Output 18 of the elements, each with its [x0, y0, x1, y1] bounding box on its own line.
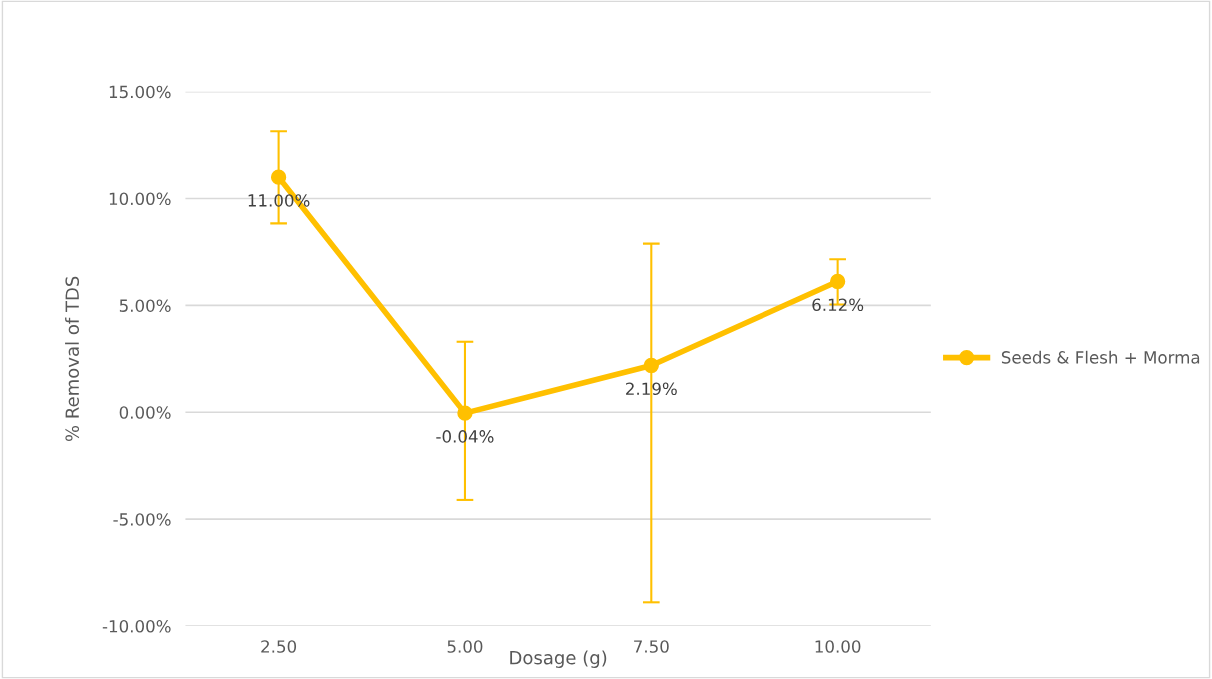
x-axis-title: Dosage (g) — [510, 650, 607, 668]
point — [457, 405, 473, 421]
point — [270, 169, 287, 185]
x-tick-label: 7.50 — [634, 640, 669, 653]
point — [643, 357, 659, 374]
x-tick-label: 2.50 — [261, 640, 297, 653]
y-tick-label: 15.00% — [109, 85, 171, 99]
point — [830, 273, 846, 290]
legend-label: Seeds & Flesh + Morma — [1001, 350, 1200, 364]
x-tick-label: 10.00 — [815, 640, 861, 653]
y-tick-label: 10.00% — [109, 192, 171, 206]
y-tick-label: 0.00% — [119, 406, 171, 419]
y-tick-label: -10.00% — [102, 620, 171, 633]
y-tick-label: -5.00% — [113, 513, 171, 526]
data-label: 6.12% — [812, 298, 864, 312]
x-tick-label: 5.00 — [447, 640, 483, 653]
y-axis-title: % Removal of TDS — [65, 276, 80, 442]
y-tick-label: 5.00% — [119, 299, 171, 312]
